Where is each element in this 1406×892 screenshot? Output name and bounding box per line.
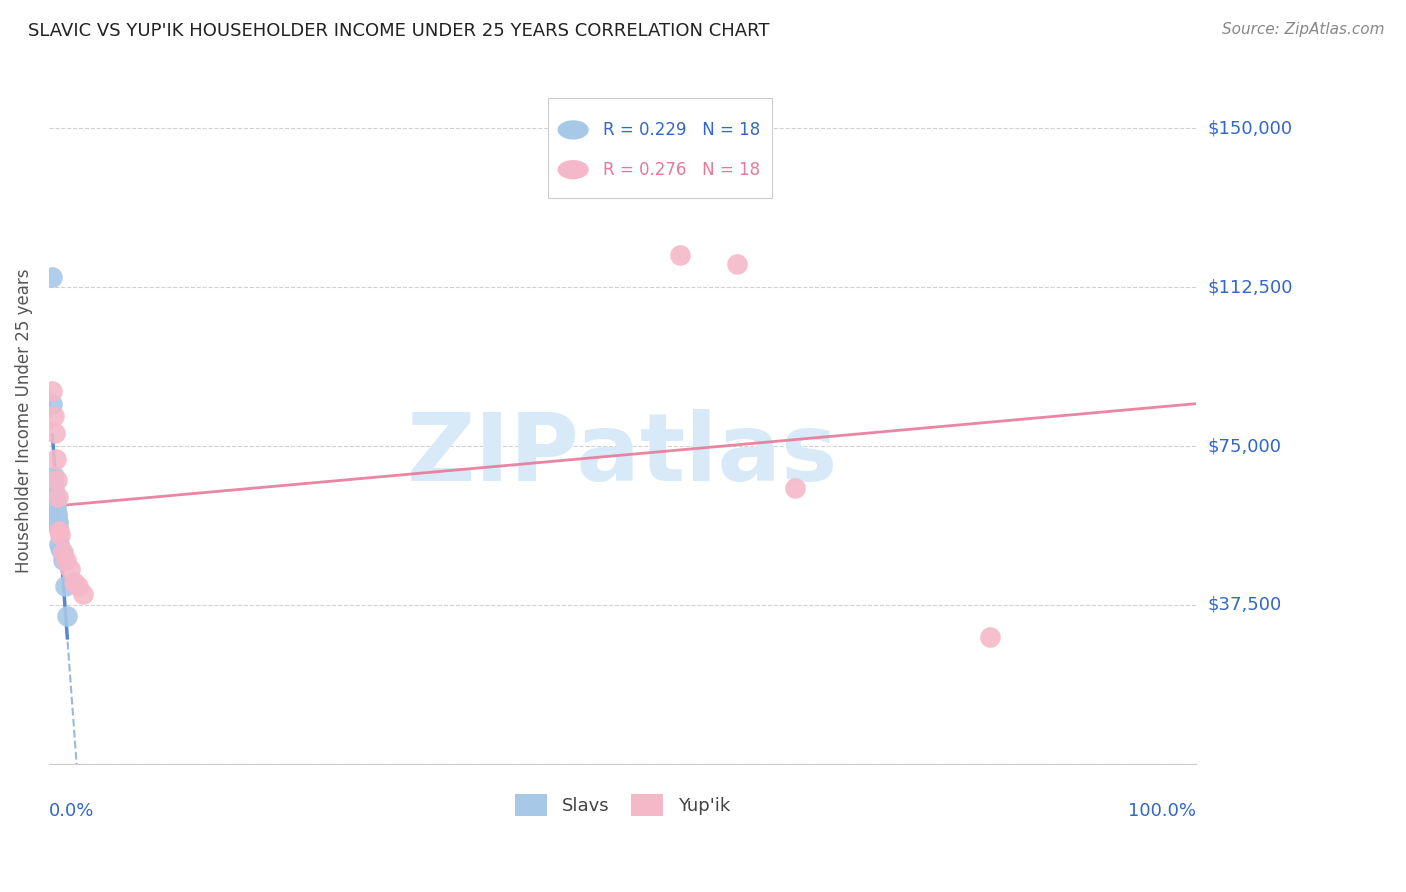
Circle shape (558, 121, 588, 139)
Point (725, 257, 748, 271)
Y-axis label: Householder Income Under 25 years: Householder Income Under 25 years (15, 268, 32, 573)
Point (53, 579, 76, 593)
Point (48, 536, 70, 550)
Point (45, 499, 67, 513)
Point (46, 519, 69, 533)
Point (46, 511, 69, 525)
Text: $75,000: $75,000 (1208, 437, 1281, 455)
Text: $150,000: $150,000 (1208, 120, 1292, 137)
Point (46, 516, 69, 530)
Text: SLAVIC VS YUP'IK HOUSEHOLDER INCOME UNDER 25 YEARS CORRELATION CHART: SLAVIC VS YUP'IK HOUSEHOLDER INCOME UNDE… (28, 22, 769, 40)
Text: $112,500: $112,500 (1208, 278, 1292, 296)
Text: Source: ZipAtlas.com: Source: ZipAtlas.com (1222, 22, 1385, 37)
Point (44, 494, 66, 508)
Point (72, 587, 94, 601)
Point (42, 468, 65, 483)
Point (44, 426, 66, 441)
Point (59, 562, 82, 576)
Point (41, 384, 63, 398)
Point (49, 528, 72, 542)
Point (52, 545, 75, 559)
Point (45, 502, 67, 516)
Point (46, 490, 69, 504)
Text: R = 0.229   N = 18: R = 0.229 N = 18 (603, 121, 761, 139)
Point (51, 545, 73, 559)
Point (46, 473, 69, 487)
Point (41, 269, 63, 284)
Point (48, 524, 70, 538)
Circle shape (558, 161, 588, 178)
Point (979, 630, 1001, 644)
Text: $37,500: $37,500 (1208, 596, 1281, 614)
Point (63, 574, 86, 589)
Point (41, 397, 63, 411)
Point (783, 482, 806, 496)
Point (52, 553, 75, 567)
Point (42, 482, 65, 496)
Text: 100.0%: 100.0% (1128, 802, 1197, 820)
Point (56, 608, 79, 623)
Text: ZIPatlas: ZIPatlas (406, 409, 838, 501)
Text: 0.0%: 0.0% (49, 802, 94, 820)
Point (42, 409, 65, 424)
Point (49, 541, 72, 555)
Point (669, 248, 692, 262)
FancyBboxPatch shape (548, 98, 772, 197)
Point (66, 579, 89, 593)
Point (55, 553, 77, 567)
Text: R = 0.276   N = 18: R = 0.276 N = 18 (603, 161, 761, 178)
Legend: Slavs, Yup'ik: Slavs, Yup'ik (508, 787, 737, 823)
Point (44, 490, 66, 504)
Point (46, 507, 69, 521)
Point (45, 451, 67, 466)
